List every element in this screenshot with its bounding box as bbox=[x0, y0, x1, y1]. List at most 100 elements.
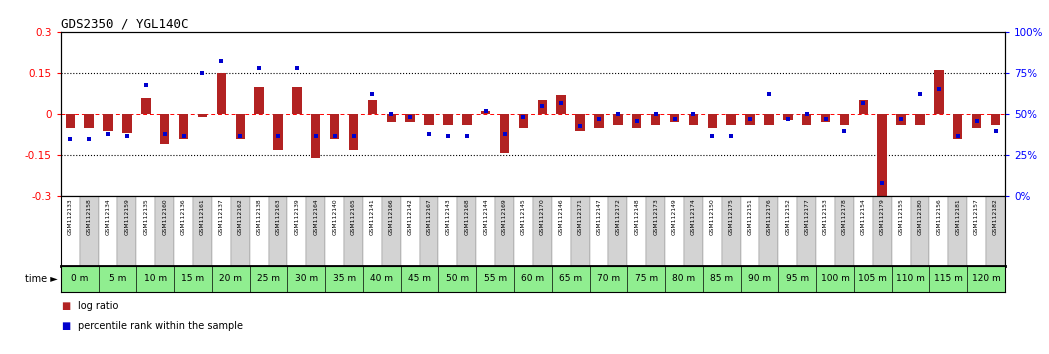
Bar bbox=[363, 196, 382, 266]
Bar bbox=[420, 196, 438, 266]
Bar bbox=[344, 196, 363, 266]
Bar bbox=[722, 196, 741, 266]
Bar bbox=[533, 196, 552, 266]
Text: GSM112173: GSM112173 bbox=[654, 199, 658, 235]
Text: 95 m: 95 m bbox=[786, 274, 809, 283]
Bar bbox=[141, 98, 151, 114]
Text: GSM112151: GSM112151 bbox=[748, 199, 752, 235]
Bar bbox=[646, 196, 665, 266]
Bar bbox=[727, 114, 736, 125]
Bar bbox=[84, 114, 94, 128]
Bar bbox=[896, 114, 906, 125]
Bar bbox=[424, 114, 434, 125]
Text: 85 m: 85 m bbox=[710, 274, 733, 283]
Text: GSM112143: GSM112143 bbox=[446, 199, 450, 235]
Bar bbox=[117, 196, 136, 266]
Bar bbox=[801, 114, 812, 125]
Text: GDS2350 / YGL140C: GDS2350 / YGL140C bbox=[61, 18, 189, 31]
Bar bbox=[821, 114, 831, 122]
Bar bbox=[273, 114, 282, 150]
Text: GSM112149: GSM112149 bbox=[672, 199, 677, 235]
Bar bbox=[444, 114, 453, 125]
Text: GSM112141: GSM112141 bbox=[370, 199, 374, 235]
Bar bbox=[689, 114, 699, 125]
Bar bbox=[480, 112, 491, 114]
Text: GSM112174: GSM112174 bbox=[691, 199, 695, 235]
Text: 70 m: 70 m bbox=[597, 274, 620, 283]
Text: GSM112146: GSM112146 bbox=[559, 199, 563, 235]
Bar bbox=[935, 70, 944, 114]
Text: time ►: time ► bbox=[25, 274, 58, 284]
Text: GSM112169: GSM112169 bbox=[502, 199, 507, 235]
Text: GSM112140: GSM112140 bbox=[333, 199, 337, 235]
Text: GSM112164: GSM112164 bbox=[314, 199, 318, 235]
Text: ■: ■ bbox=[61, 321, 70, 331]
Text: GSM112162: GSM112162 bbox=[238, 199, 242, 235]
Bar bbox=[816, 196, 835, 266]
Bar bbox=[764, 114, 774, 125]
Text: 45 m: 45 m bbox=[408, 274, 431, 283]
Text: GSM112142: GSM112142 bbox=[408, 199, 412, 235]
Bar bbox=[576, 114, 585, 131]
Bar bbox=[160, 114, 170, 144]
Bar bbox=[463, 114, 472, 125]
Bar bbox=[457, 196, 476, 266]
Text: GSM112175: GSM112175 bbox=[729, 199, 733, 235]
Bar bbox=[155, 196, 174, 266]
Bar bbox=[783, 114, 793, 120]
Bar bbox=[915, 114, 925, 125]
Bar bbox=[348, 114, 358, 150]
Bar bbox=[518, 114, 529, 128]
Bar bbox=[212, 196, 231, 266]
Bar bbox=[797, 196, 816, 266]
Text: 25 m: 25 m bbox=[257, 274, 280, 283]
Bar bbox=[986, 196, 1005, 266]
Bar bbox=[556, 95, 566, 114]
Text: 5 m: 5 m bbox=[109, 274, 126, 283]
Bar bbox=[136, 196, 155, 266]
Text: 50 m: 50 m bbox=[446, 274, 469, 283]
Bar bbox=[495, 196, 514, 266]
Text: GSM112163: GSM112163 bbox=[276, 199, 280, 235]
Bar bbox=[684, 196, 703, 266]
Text: log ratio: log ratio bbox=[78, 301, 117, 311]
Text: 15 m: 15 m bbox=[181, 274, 205, 283]
Bar bbox=[193, 196, 212, 266]
Bar bbox=[594, 114, 604, 128]
Bar bbox=[405, 114, 415, 122]
Text: GSM112170: GSM112170 bbox=[540, 199, 544, 235]
Text: GSM112168: GSM112168 bbox=[465, 199, 469, 235]
Bar bbox=[741, 196, 759, 266]
Text: GSM112160: GSM112160 bbox=[163, 199, 167, 235]
Bar bbox=[235, 114, 244, 139]
Bar bbox=[103, 114, 113, 131]
Text: GSM112182: GSM112182 bbox=[993, 199, 998, 235]
Text: 0 m: 0 m bbox=[71, 274, 88, 283]
Text: GSM112135: GSM112135 bbox=[144, 199, 148, 235]
Bar bbox=[65, 114, 76, 128]
Bar bbox=[329, 114, 339, 139]
Bar bbox=[80, 196, 99, 266]
Bar bbox=[873, 196, 892, 266]
Text: GSM112159: GSM112159 bbox=[125, 199, 129, 235]
Text: GSM112139: GSM112139 bbox=[295, 199, 299, 235]
Bar bbox=[778, 196, 797, 266]
Bar bbox=[948, 196, 967, 266]
Bar bbox=[552, 196, 571, 266]
Bar bbox=[929, 196, 948, 266]
Text: 55 m: 55 m bbox=[484, 274, 507, 283]
Bar bbox=[514, 196, 533, 266]
Text: 90 m: 90 m bbox=[748, 274, 771, 283]
Text: GSM112136: GSM112136 bbox=[181, 199, 186, 235]
Bar bbox=[61, 196, 80, 266]
Text: 115 m: 115 m bbox=[934, 274, 963, 283]
Bar bbox=[178, 114, 189, 139]
Text: GSM112138: GSM112138 bbox=[257, 199, 261, 235]
Text: GSM112158: GSM112158 bbox=[87, 199, 91, 235]
Text: 30 m: 30 m bbox=[295, 274, 318, 283]
Bar bbox=[386, 114, 397, 122]
Bar bbox=[967, 196, 986, 266]
Text: GSM112167: GSM112167 bbox=[427, 199, 431, 235]
Bar bbox=[382, 196, 401, 266]
Text: GSM112144: GSM112144 bbox=[484, 199, 488, 235]
